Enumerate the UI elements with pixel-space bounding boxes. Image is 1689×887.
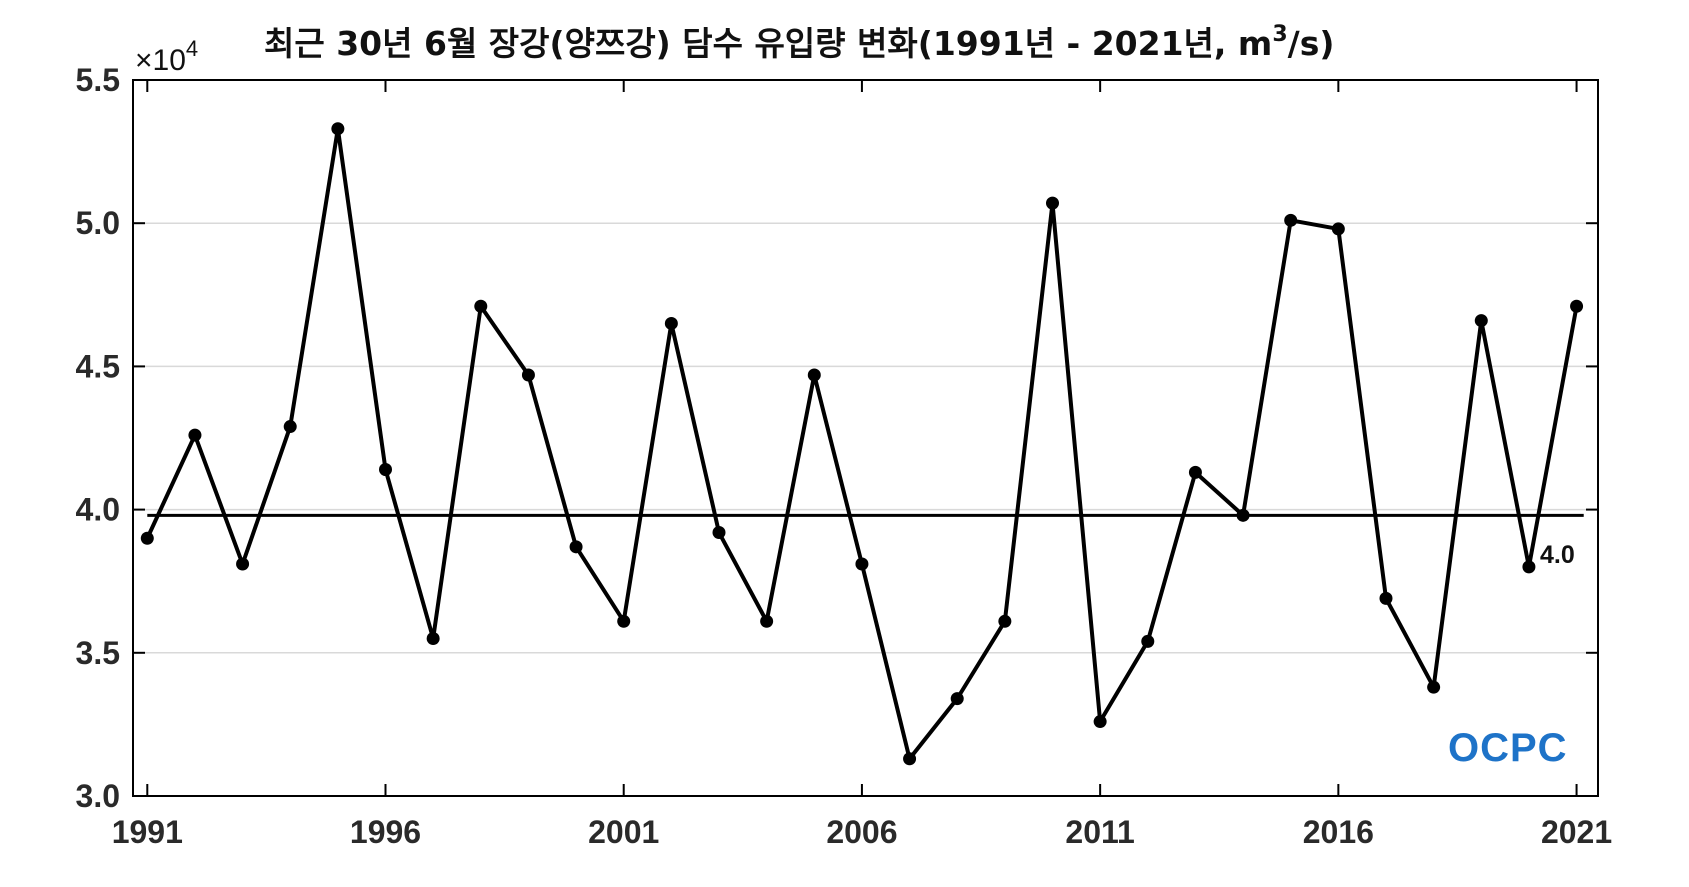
data-point xyxy=(1379,591,1393,605)
x-tick-label: 2006 xyxy=(826,814,897,850)
x-axis: 1991 1996 2001 2006 2011 2016 2021 xyxy=(112,80,1612,850)
y-tick-label: 4.5 xyxy=(76,348,120,384)
x-tick-label: 1996 xyxy=(350,814,421,850)
series-group xyxy=(140,122,1584,766)
chart-title: 최근 30년 6월 장강(양쯔강) 담수 유입량 변화(1991년 - 2021… xyxy=(264,22,1334,63)
data-point xyxy=(617,614,631,628)
data-point xyxy=(1141,634,1155,648)
data-point xyxy=(140,531,154,545)
y-tick-label: 3.0 xyxy=(76,778,120,814)
data-point xyxy=(1188,465,1202,479)
data-point xyxy=(1474,314,1488,328)
x-tick-label: 2021 xyxy=(1541,814,1612,850)
data-point xyxy=(236,557,250,571)
data-point xyxy=(1570,299,1584,313)
chart-title-main: 최근 30년 6월 장강(양쯔강) 담수 유입량 변화(1991년 - 2021… xyxy=(264,24,1272,63)
ocpc-logo-text: OCPC xyxy=(1448,726,1568,770)
chart-title-tail: /s) xyxy=(1288,24,1335,63)
data-point xyxy=(426,631,440,645)
chart-title-superscript: 3 xyxy=(1272,22,1287,47)
data-point xyxy=(1331,222,1345,236)
data-point xyxy=(331,122,345,136)
x-tick-label: 2001 xyxy=(588,814,659,850)
data-point xyxy=(903,752,917,766)
data-point xyxy=(1236,508,1250,522)
data-point xyxy=(1522,560,1536,574)
reference-line-label: 4.0 xyxy=(1540,541,1575,569)
data-point xyxy=(1045,196,1059,210)
x-tick-label: 2011 xyxy=(1065,814,1134,850)
y-axis-multiplier-power: 4 xyxy=(186,36,198,61)
y-axis: 3.0 3.5 4.0 4.5 5.0 5.5 xyxy=(76,62,1598,814)
data-point xyxy=(998,614,1012,628)
data-point xyxy=(807,368,821,382)
data-point xyxy=(760,614,774,628)
y-tick-label: 5.0 xyxy=(76,205,120,241)
data-point xyxy=(283,420,297,434)
data-point xyxy=(664,316,678,330)
plot-area-frame xyxy=(132,79,1599,797)
y-tick-label: 4.0 xyxy=(76,492,120,528)
x-tick-label: 1991 xyxy=(112,814,183,850)
data-point xyxy=(950,692,964,706)
y-tick-label: 5.5 xyxy=(76,62,120,98)
data-point xyxy=(521,368,535,382)
data-point xyxy=(569,540,583,554)
data-point xyxy=(1093,715,1107,729)
ocpc-logo: OCPC xyxy=(1448,726,1568,770)
data-point xyxy=(188,428,202,442)
grid-lines xyxy=(133,79,1598,797)
y-axis-multiplier: ×104 xyxy=(135,36,198,77)
data-point xyxy=(379,463,393,477)
data-point xyxy=(712,526,726,540)
x-tick-label: 2016 xyxy=(1303,814,1374,850)
y-axis-multiplier-base: ×10 xyxy=(135,44,186,77)
data-point xyxy=(1284,213,1298,227)
data-point xyxy=(1427,680,1441,694)
y-tick-label: 3.5 xyxy=(76,635,120,671)
data-point xyxy=(855,557,869,571)
data-point xyxy=(474,299,488,313)
